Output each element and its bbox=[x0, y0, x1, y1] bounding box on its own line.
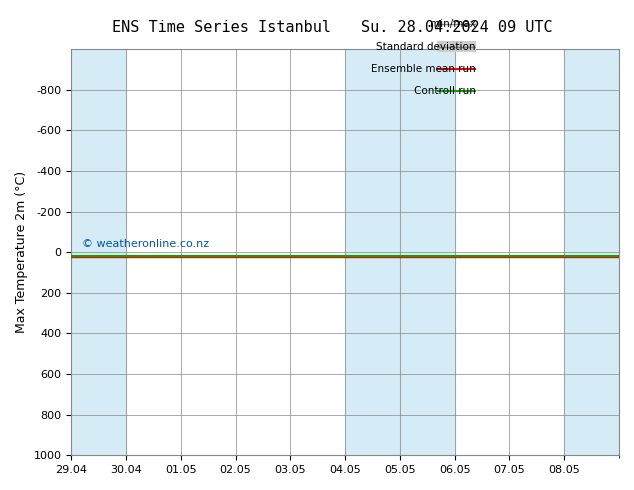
Bar bbox=[564, 49, 619, 455]
Text: Ensemble mean run: Ensemble mean run bbox=[371, 64, 476, 74]
Bar bbox=[71, 49, 126, 455]
Text: Standard deviation: Standard deviation bbox=[376, 42, 476, 51]
Text: Controll run: Controll run bbox=[413, 86, 476, 96]
Bar bbox=[345, 49, 400, 455]
Bar bbox=[564, 49, 619, 455]
Text: ENS Time Series Istanbul: ENS Time Series Istanbul bbox=[112, 20, 332, 35]
Bar bbox=[400, 49, 455, 455]
Bar bbox=[71, 49, 126, 455]
Text: © weatheronline.co.nz: © weatheronline.co.nz bbox=[82, 239, 209, 249]
Bar bbox=[345, 49, 400, 455]
Text: min/max: min/max bbox=[430, 20, 476, 29]
Text: Su. 28.04.2024 09 UTC: Su. 28.04.2024 09 UTC bbox=[361, 20, 552, 35]
Bar bbox=[400, 49, 455, 455]
Y-axis label: Max Temperature 2m (°C): Max Temperature 2m (°C) bbox=[15, 171, 28, 333]
